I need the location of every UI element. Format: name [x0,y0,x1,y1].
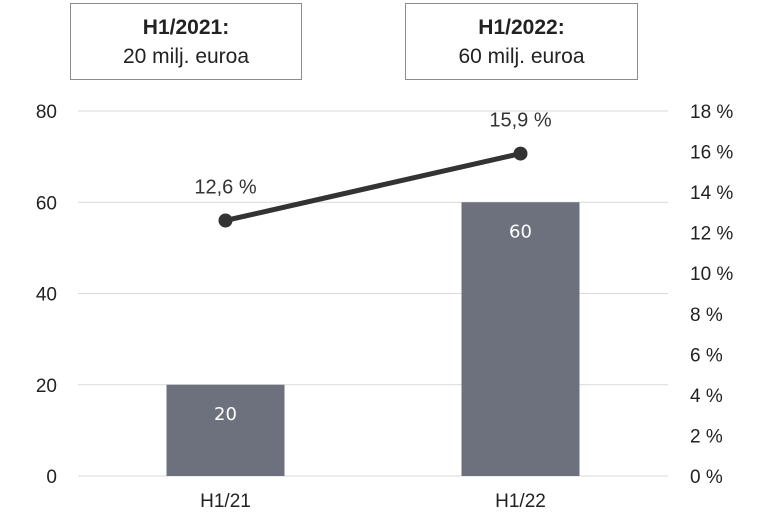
bar [461,202,580,476]
line-point [218,213,233,228]
right-tick-label: 6 % [690,345,723,366]
right-tick-label: 8 % [690,305,723,326]
line-path [223,151,523,223]
callout-h1-2022: H1/2022: 60 milj. euroa [405,3,638,80]
left-tick-label: 20 [36,376,57,397]
left-tick-label: 80 [36,102,57,123]
left-tick-label: 0 [46,467,57,488]
bar-data-label: 60 [509,221,532,242]
line-data-label: 12,6 % [194,177,256,199]
callout-value: 20 milj. euroa [122,45,250,68]
right-tick-label: 0 % [690,467,723,488]
right-tick-label: 18 % [690,102,733,123]
bar-data-label: 20 [214,404,237,425]
right-tick-label: 10 % [690,264,733,285]
callout-title: H1/2022: [478,16,565,39]
left-tick-label: 40 [36,285,57,306]
line-point [513,146,528,161]
x-tick-label: H1/21 [200,491,251,512]
bar [166,384,285,476]
line-series: 12,6 % 15,9 % [194,110,552,228]
right-tick-label: 2 % [690,426,723,447]
right-tick-label: 12 % [690,224,733,245]
left-axis-ticks: 0 20 40 60 80 [36,102,57,488]
line-data-label: 15,9 % [489,110,551,132]
x-tick-label: H1/22 [495,491,546,512]
callout-title: H1/2021: [142,16,230,39]
right-axis-ticks: 0 % 2 % 4 % 6 % 8 % 10 % 12 % 14 % 16 % 18 % [690,102,733,488]
callout-h1-2021: H1/2021: 20 milj. euroa [70,3,302,80]
right-tick-label: 4 % [690,386,723,407]
right-tick-label: 16 % [690,143,733,164]
left-tick-label: 60 [36,193,57,214]
x-axis-ticks: H1/21 H1/22 [200,491,546,512]
right-tick-label: 14 % [690,183,733,204]
callout-value: 60 milj. euroa [458,45,585,68]
